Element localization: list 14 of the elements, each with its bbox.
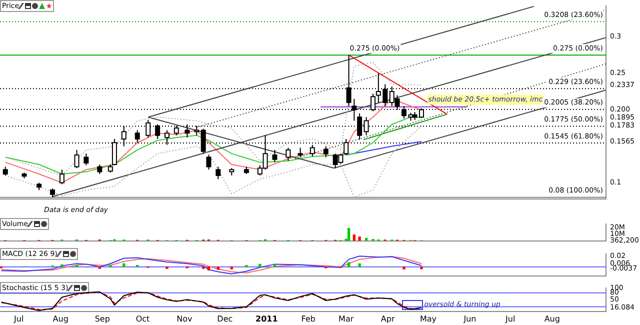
x-tick-label: Dec (217, 314, 233, 324)
x-tick-label: Mar (338, 314, 354, 324)
x-tick-label: Feb (301, 314, 316, 324)
x-tick-label: Aug (52, 314, 68, 324)
x-tick-label: Sep (94, 314, 110, 324)
x-tick-label: Nov (176, 314, 193, 324)
x-tick-label: 2011 (256, 314, 278, 324)
x-tick-label: Jun (462, 314, 476, 324)
x-tick-label: Jul (13, 314, 24, 324)
x-tick-label: Jul (504, 314, 516, 324)
x-tick-label: Oct (136, 314, 150, 324)
x-tick-label: Aug (544, 314, 560, 324)
x-tick-label: Apr (380, 314, 396, 324)
x-tick-label: May (420, 314, 437, 324)
